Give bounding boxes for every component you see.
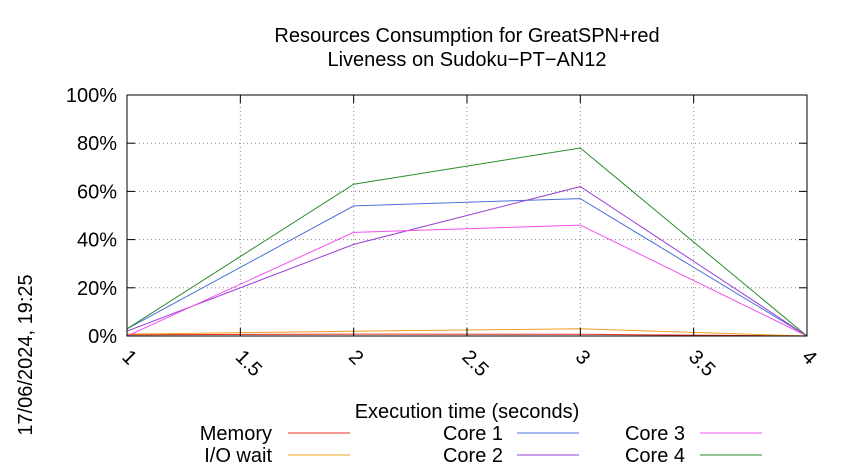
legend-label: Core 3 [625, 423, 685, 445]
y-tick-label: 80% [77, 133, 117, 155]
timestamp-label: 17/06/2024, 19:25 [15, 274, 37, 435]
y-tick-label: 40% [77, 230, 117, 252]
y-axis-ticks: 0% 20% 40% 60% 80% 100% [66, 85, 807, 348]
x-tick-label: 1 [117, 346, 140, 369]
y-tick-label: 0% [88, 326, 117, 348]
y-tick-label: 100% [66, 85, 117, 107]
y-tick-label: 20% [77, 278, 117, 300]
x-axis-ticks: 1 1.5 2 2.5 3 3.5 4 [117, 95, 821, 381]
x-tick-label: 4 [797, 346, 820, 369]
x-tick-label: 3.5 [684, 346, 719, 381]
legend-label: Core 4 [625, 445, 685, 467]
series-line-core-4 [126, 147, 808, 337]
x-tick-label: 2 [344, 346, 367, 369]
x-tick-label: 2.5 [457, 346, 492, 381]
x-axis-label: Execution time (seconds) [355, 401, 580, 423]
chart-title-line-2: Liveness on Sudoku−PT−AN12 [327, 49, 606, 71]
y-tick-label: 60% [77, 181, 117, 203]
x-tick-label: 3 [571, 346, 594, 369]
chart-title-line-1: Resources Consumption for GreatSPN+red [274, 25, 659, 47]
series-line-core-2 [126, 186, 808, 337]
legend-label: Core 1 [443, 423, 503, 445]
legend-label: Memory [200, 423, 272, 445]
legend-label: Core 2 [443, 445, 503, 467]
legend-label: I/O wait [204, 445, 272, 467]
series-line-core-3 [126, 224, 808, 337]
x-tick-label: 1.5 [231, 346, 266, 381]
series-line-core-1 [126, 198, 808, 337]
